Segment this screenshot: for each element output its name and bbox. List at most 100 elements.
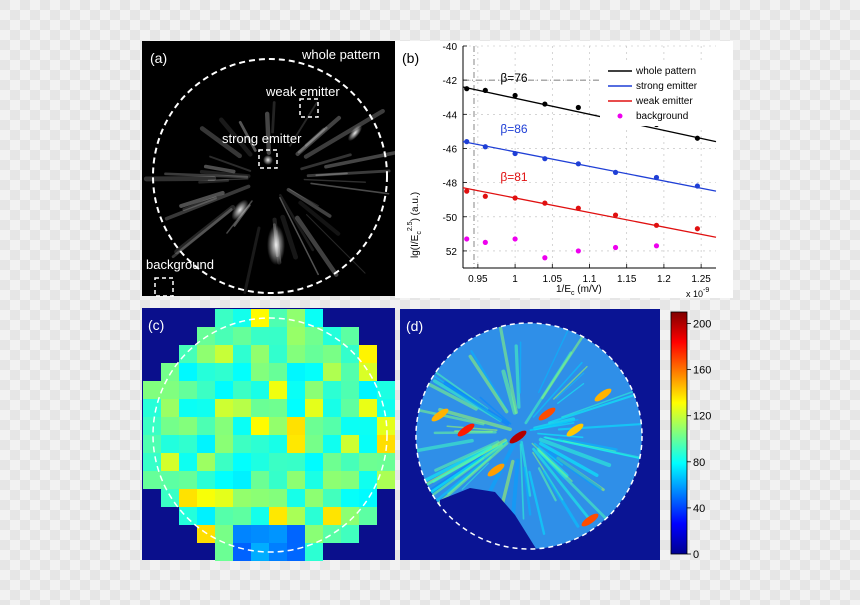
weak-emitter-annotation: weak emitter bbox=[265, 84, 340, 99]
pixel-cell bbox=[197, 435, 215, 453]
emission-streak bbox=[289, 101, 318, 147]
pixel-cell bbox=[359, 489, 377, 507]
texture-streak bbox=[537, 323, 573, 394]
fit-line-1 bbox=[462, 140, 717, 192]
fit-line-2 bbox=[462, 187, 717, 238]
pixel-cell bbox=[251, 471, 269, 489]
pixel-cell bbox=[161, 363, 179, 381]
pixel-cell bbox=[341, 381, 359, 399]
hot-spot bbox=[581, 513, 599, 527]
texture-streak bbox=[542, 470, 580, 528]
data-point bbox=[575, 161, 581, 167]
pixel-cell bbox=[233, 327, 251, 345]
pixel-cell bbox=[197, 381, 215, 399]
pixel-cell bbox=[161, 453, 179, 471]
pixel-cell bbox=[305, 417, 323, 435]
pixel-cell bbox=[179, 489, 197, 507]
texture-streak bbox=[423, 445, 493, 482]
pixel-cell bbox=[287, 327, 305, 345]
pixel-cell bbox=[215, 453, 233, 471]
pixel-cell bbox=[341, 345, 359, 363]
pixel-cell bbox=[251, 363, 269, 381]
pixel-cell bbox=[251, 345, 269, 363]
emission-streak bbox=[303, 178, 367, 183]
texture-streak bbox=[519, 443, 525, 520]
data-point bbox=[542, 101, 548, 107]
data-point bbox=[542, 156, 548, 162]
pixel-cell bbox=[251, 525, 269, 543]
pixel-cell bbox=[215, 327, 233, 345]
texture-streak bbox=[416, 451, 485, 507]
y-tick-label: -40 bbox=[443, 42, 458, 53]
data-point bbox=[482, 239, 488, 245]
data-point bbox=[512, 150, 518, 157]
texture-streak bbox=[433, 442, 509, 509]
pixel-cell bbox=[215, 417, 233, 435]
pixel-cell bbox=[323, 471, 341, 489]
pixel-cell bbox=[179, 471, 197, 489]
pixel-cell bbox=[287, 471, 305, 489]
pixel-cell bbox=[251, 399, 269, 417]
emission-streak bbox=[315, 172, 348, 177]
pixel-cell bbox=[197, 507, 215, 525]
pixel-cell bbox=[143, 435, 161, 453]
pixel-cell bbox=[197, 417, 215, 435]
pixel-cell bbox=[341, 525, 359, 543]
colorbar-tick-label: 120 bbox=[693, 411, 711, 423]
panel-a-label: (a) bbox=[150, 50, 167, 66]
emission-streaks bbox=[143, 101, 395, 295]
emission-streak bbox=[171, 208, 233, 259]
pixel-cell bbox=[197, 327, 215, 345]
pixel-cell bbox=[359, 381, 377, 399]
legend-label-whole: whole pattern bbox=[635, 66, 696, 77]
beta-label-0: β=76 bbox=[500, 71, 528, 85]
texture-streak bbox=[416, 438, 474, 458]
panel-d-circle bbox=[415, 322, 643, 550]
pixel-cell bbox=[215, 507, 233, 525]
pixel-cell bbox=[233, 507, 251, 525]
y-tick-label: 52 bbox=[446, 247, 458, 258]
texture-streak bbox=[496, 323, 518, 415]
beta-label-1: β=86 bbox=[500, 122, 528, 136]
pixel-cell bbox=[269, 525, 287, 543]
x-tick-label: 1.05 bbox=[543, 274, 563, 285]
pixel-cell bbox=[323, 345, 341, 363]
fit-line-0 bbox=[462, 86, 717, 143]
background-annotation: background bbox=[146, 257, 214, 272]
panel-d: (d) bbox=[400, 309, 660, 560]
pixel-cell bbox=[323, 399, 341, 417]
x-tick-label: 1.25 bbox=[691, 274, 711, 285]
pixel-cell bbox=[233, 525, 251, 543]
texture-streak bbox=[539, 442, 599, 477]
emission-streak bbox=[199, 169, 251, 178]
bright-spot bbox=[347, 124, 363, 142]
pixel-cell bbox=[215, 435, 233, 453]
data-point bbox=[482, 87, 488, 93]
pixel-cell bbox=[251, 435, 269, 453]
pixel-cell bbox=[143, 381, 161, 399]
pixel-cell bbox=[143, 417, 161, 435]
texture-streak bbox=[556, 372, 585, 399]
hot-spot bbox=[566, 423, 584, 437]
y-tick-label: -44 bbox=[443, 110, 458, 121]
pixel-cell bbox=[341, 453, 359, 471]
emission-streak bbox=[289, 188, 319, 207]
pixel-cell bbox=[341, 507, 359, 525]
pixel-cell bbox=[323, 489, 341, 507]
data-point bbox=[612, 169, 619, 175]
y-tick-label: -42 bbox=[443, 76, 458, 87]
pixel-cell bbox=[359, 345, 377, 363]
y-axis-label: lg(I/Ec2.5) (a.u.) bbox=[407, 192, 423, 258]
texture-streak bbox=[438, 407, 512, 432]
texture-streak bbox=[427, 444, 503, 500]
emission-streak bbox=[300, 153, 352, 171]
pixel-cell bbox=[215, 399, 233, 417]
pixel-cell bbox=[305, 309, 323, 327]
pixel-cell bbox=[323, 435, 341, 453]
emission-streak bbox=[207, 178, 249, 181]
data-point bbox=[653, 174, 660, 181]
texture-streak bbox=[523, 466, 532, 516]
emission-streak bbox=[280, 214, 299, 260]
pixel-cell bbox=[323, 327, 341, 345]
